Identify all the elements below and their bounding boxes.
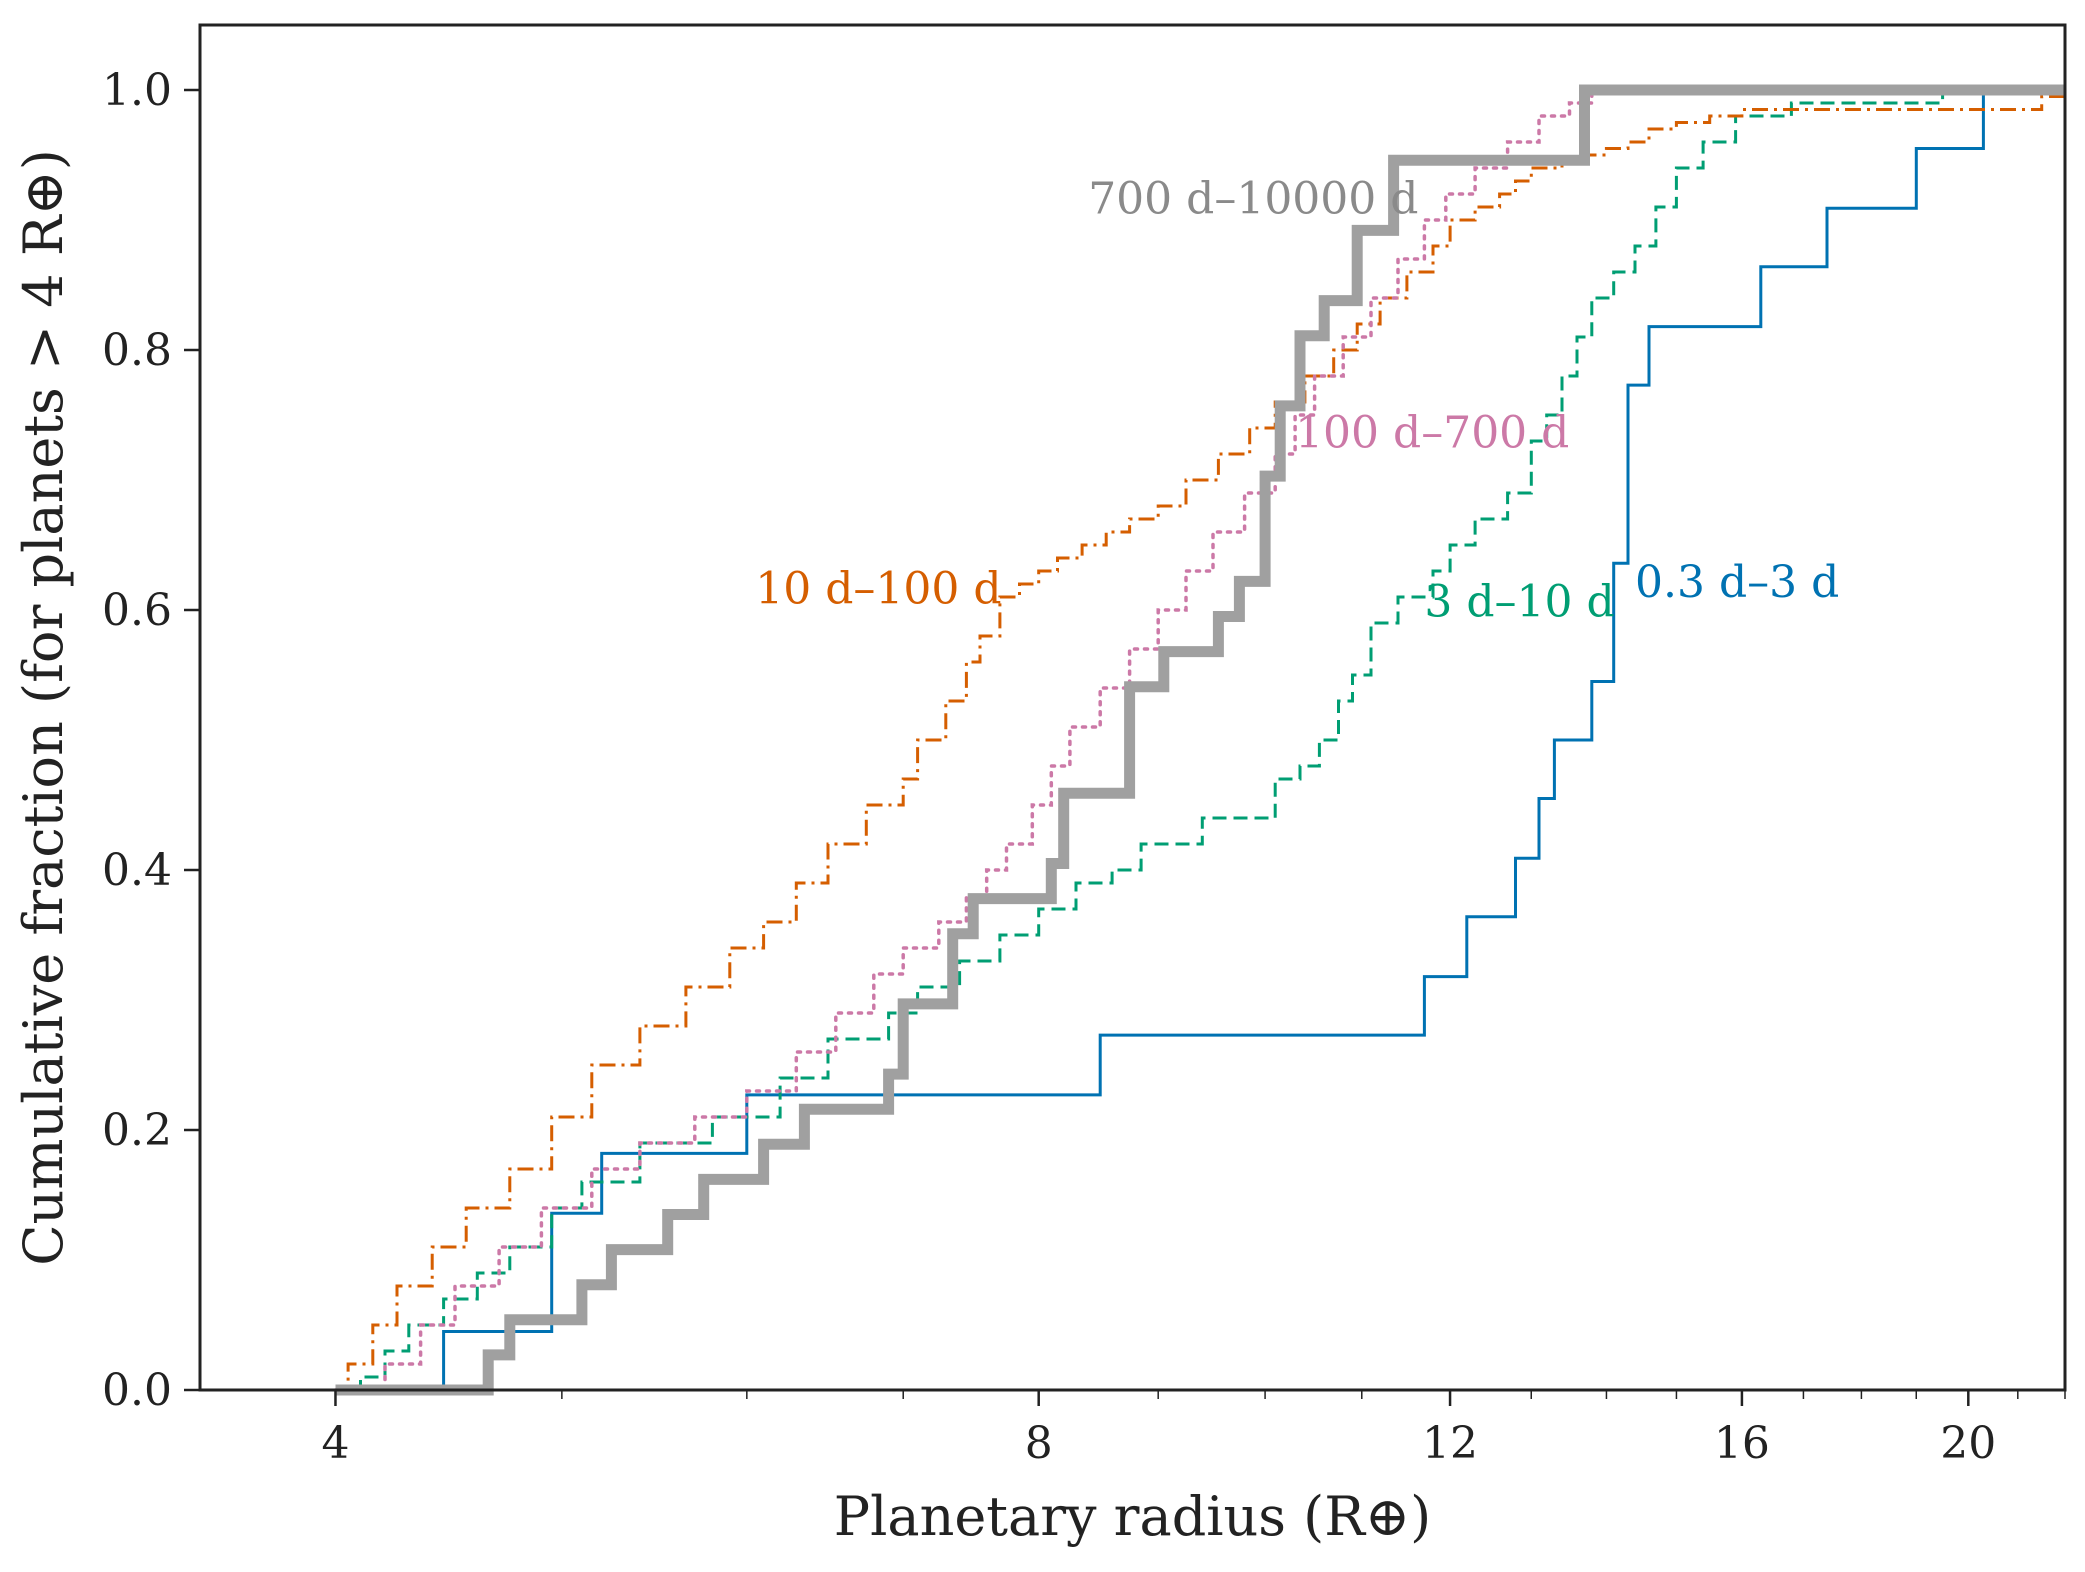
series-layer xyxy=(333,84,2067,1396)
x-tick-label: 16 xyxy=(1714,1418,1770,1469)
series-line-0 xyxy=(335,88,2065,1392)
series-label-2: 10 d–100 d xyxy=(755,564,1001,615)
series-line-1 xyxy=(335,88,2065,1392)
x-axis-title: Planetary radius (R⊕) xyxy=(834,1485,1431,1548)
series-line-3 xyxy=(333,88,2067,1392)
y-axis-title: Cumulative fraction (for planets > 4 R⊕) xyxy=(12,149,75,1266)
y-tick-label: 0.4 xyxy=(102,845,172,896)
y-tick-label: 0.0 xyxy=(102,1365,172,1416)
y-tick-label: 0.8 xyxy=(102,325,172,376)
series-labels: 0.3 d–3 d 3 d–10 d 10 d–100 d 100 d–700 d 70… xyxy=(755,174,1839,628)
x-tick-label: 12 xyxy=(1422,1418,1478,1469)
series-label-0: 0.3 d–3 d xyxy=(1635,557,1839,608)
series-label-4: 700 d–10000 d xyxy=(1088,174,1418,225)
series-line-4 xyxy=(335,84,2065,1396)
x-axis: 4 8 12 16 20 xyxy=(321,1390,2066,1469)
series-label-1: 3 d–10 d xyxy=(1424,577,1614,628)
y-tick-label: 1.0 xyxy=(102,65,172,116)
y-tick-label: 0.2 xyxy=(102,1105,172,1156)
y-axis: 0.0 0.2 0.4 0.6 0.8 1.0 xyxy=(102,65,200,1416)
x-tick-label: 4 xyxy=(321,1418,349,1469)
x-tick-label: 8 xyxy=(1025,1418,1053,1469)
y-tick-label: 0.6 xyxy=(102,585,172,636)
series-label-3: 100 d–700 d xyxy=(1295,408,1569,459)
x-tick-label: 20 xyxy=(1940,1418,1996,1469)
plot-frame xyxy=(198,23,2067,1392)
series-line-2 xyxy=(335,90,2067,1392)
